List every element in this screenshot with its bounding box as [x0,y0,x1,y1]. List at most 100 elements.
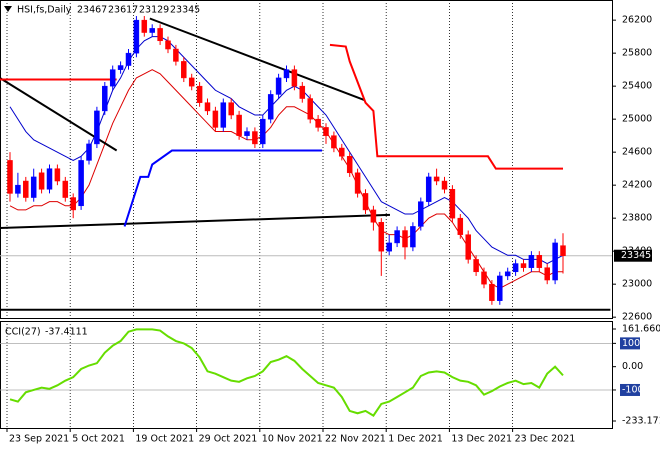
candle-body [252,131,258,145]
candle-body [504,271,511,277]
candle-body [54,168,61,182]
candle-body [425,176,432,202]
level-tag [620,383,640,396]
candle-body [441,180,448,190]
x-tick-label: 22 Nov 2021 [325,434,386,445]
candle-body [228,102,234,116]
ohlc-close: 23345 [170,5,200,16]
candle-body [291,69,298,87]
x-tick-label: 23 Dec 2021 [515,434,576,445]
candle-body [94,110,100,145]
candle-body [236,114,242,136]
x-tick-label: 10 Nov 2021 [262,434,323,445]
candle-body [220,102,227,128]
candle-body [354,172,361,194]
y-tick-label: 161.6609 [622,324,660,335]
y-tick-label: -100 [622,384,644,395]
candle-body [489,283,495,301]
cci-value: -37.4111 [45,327,88,338]
candle-body [465,234,471,260]
candle-body [512,263,519,273]
moving-average [9,36,564,265]
candle-body [133,19,140,54]
main-panel [0,0,613,319]
candle-body [481,271,487,285]
candle-body [62,180,69,198]
level-tag [620,337,640,350]
candle-body [102,85,108,112]
price-tag-label: 23345 [621,250,651,261]
x-tick-label: 19 Oct 2021 [135,434,194,445]
x-tick-label: 13 Dec 2021 [451,434,512,445]
candle-body [362,193,369,211]
candle-body [23,180,29,198]
candle-body [418,201,424,227]
axes: 23 Sep 2021 5 Oct 2021 19 Oct 2021 29 Oct 2… [6,15,660,445]
candle-body [433,176,440,182]
cci-plot [0,322,612,428]
candle-body [528,255,535,268]
candle-body [117,65,124,70]
candle-body [86,143,92,161]
candle-body [402,230,408,248]
candle-body [125,52,132,66]
ohlc-open: 23467 [77,5,107,16]
y-tick-label: 24200 [622,180,652,191]
x-tick-label: 23 Sep 2021 [9,434,69,445]
y-tick-label: 24600 [622,147,652,158]
candle-body [386,242,392,252]
x-tick-label: 5 Oct 2021 [72,434,125,445]
candle-body [165,40,171,50]
candle-body [109,69,116,87]
candle-body [188,77,195,87]
candle-body [457,217,464,235]
candle-body [283,69,290,79]
candle-body [410,226,416,248]
candle-body [244,131,250,136]
candle-body [394,230,400,244]
candle-body [7,160,13,194]
candle-body [331,135,337,149]
candle-body [536,255,543,268]
candle-body [173,48,179,62]
candle-body [497,275,503,301]
drawn-line [0,213,391,230]
candle-body [544,267,550,281]
candle-body [157,28,163,42]
candle-body [299,85,306,99]
candle-body [149,28,155,33]
y-tick-label: 23000 [622,279,652,290]
drawn-line [329,43,563,170]
drawn-line [149,17,366,102]
candle-body [323,127,329,136]
candle-body [30,176,37,198]
y-tick-label: 25400 [622,81,652,92]
cci-panel [0,321,613,429]
candle-body [520,263,527,268]
candle-body [370,209,377,223]
y-tick-label: -233.1711 [622,416,660,427]
y-tick-label: 22600 [622,312,652,323]
ohlc-low: 23129 [139,5,169,16]
candle-body [15,184,21,194]
main-plot [0,1,612,319]
candle-body [70,197,76,211]
chart-title: HSI,fs,Daily [17,5,72,16]
candle-body [378,222,385,252]
cci-title: CCI(27) [5,327,41,338]
drawn-line [123,149,323,227]
y-tick-label: 25000 [622,114,652,125]
candle-body [204,102,211,112]
candle-body [307,98,313,120]
y-tick-label: 23800 [622,213,652,224]
y-tick-label: 26200 [622,15,652,26]
cci-line [9,328,564,417]
ohlc-high: 23617 [108,5,138,16]
candle-body [46,168,53,190]
y-tick-label: 25800 [622,48,652,59]
y-tick-label: 100 [622,338,640,349]
candle-body [346,156,353,174]
candle-body [552,242,558,281]
candle-body [212,110,219,128]
